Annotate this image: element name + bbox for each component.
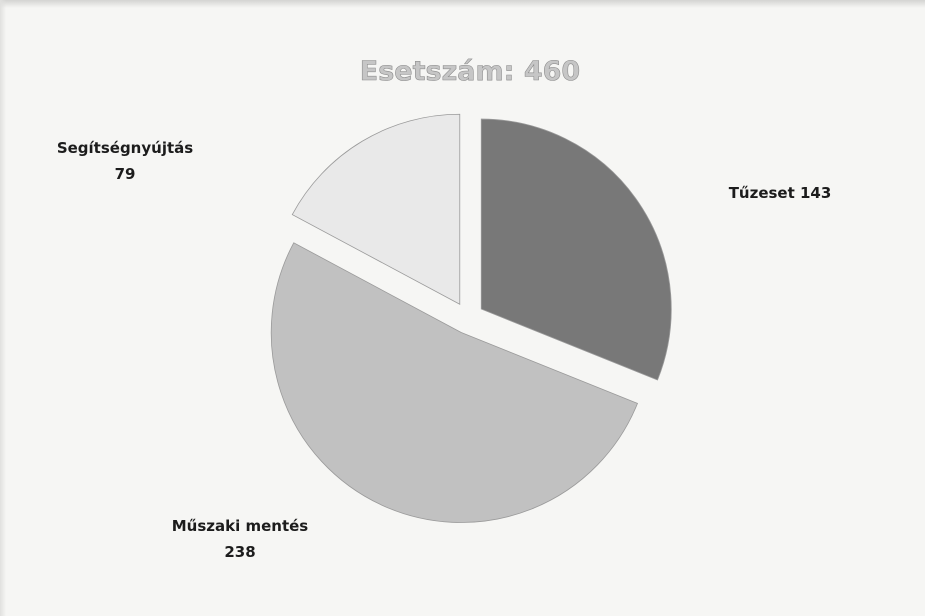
scan-edge-left — [0, 0, 6, 616]
pie-slices — [270, 113, 672, 523]
slice-muszaki-mentes — [270, 242, 639, 523]
slice-tuzeset — [480, 118, 672, 381]
label-segitsegnyujtas-name: Segítségnyújtás — [57, 139, 193, 157]
chart-title: Esetszám: 460 — [360, 56, 580, 87]
label-muszaki-mentes-value: 238 — [224, 543, 255, 561]
slice-segitsegnyujtas — [291, 113, 461, 305]
label-tuzeset: Tűzeset 143 — [729, 184, 832, 202]
label-muszaki-mentes-name: Műszaki mentés — [172, 517, 309, 535]
scan-edge-top — [0, 0, 925, 8]
label-segitsegnyujtas-value: 79 — [115, 165, 136, 183]
data-labels: Tűzeset 143 Műszaki mentés 238 Segítségn… — [57, 139, 832, 561]
